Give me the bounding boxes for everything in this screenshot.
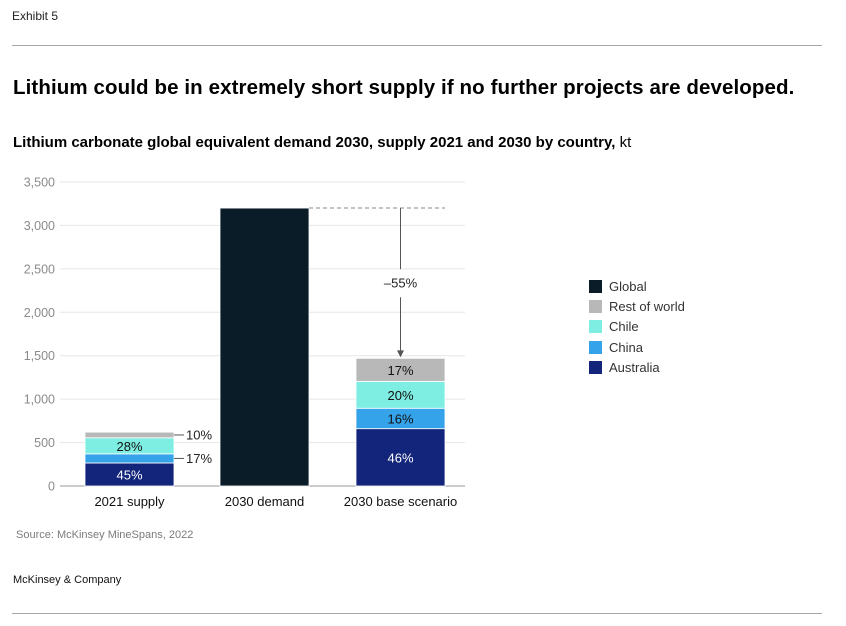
legend-item: Chile <box>589 317 685 337</box>
legend-swatch <box>589 279 602 293</box>
bottom-divider <box>12 613 822 614</box>
y-tick-label: 0 <box>48 480 55 494</box>
legend-swatch <box>589 320 602 334</box>
legend-swatch <box>589 299 602 313</box>
side-annotation: 10% <box>186 427 212 442</box>
legend-label: Rest of world <box>609 298 685 314</box>
subtitle-bold: Lithium carbonate global equivalent dema… <box>13 134 616 151</box>
legend-item: Global <box>589 276 685 296</box>
data-label: 28% <box>116 439 142 454</box>
legend-label: China <box>609 339 643 355</box>
legend-label: Australia <box>609 359 660 375</box>
data-label: 16% <box>387 411 413 426</box>
bar-rest-of-world <box>84 431 175 439</box>
legend: Global Rest of world Chile China Australia <box>589 276 685 377</box>
bar-rest-of-world <box>355 357 446 382</box>
legend-item: Australia <box>589 357 685 377</box>
legend-label: Chile <box>609 319 639 335</box>
legend-swatch <box>589 340 602 354</box>
y-tick-label: 1,500 <box>24 349 55 363</box>
legend-swatch <box>589 360 602 374</box>
y-tick-label: 3,000 <box>24 219 55 233</box>
x-category-label: 2030 base scenario <box>344 494 457 509</box>
subtitle-unit: kt <box>615 134 632 151</box>
exhibit-label: Exhibit 5 <box>12 9 59 23</box>
side-annotation: 17% <box>186 451 212 466</box>
legend-label: Global <box>609 278 647 294</box>
legend-item: Rest of world <box>589 296 685 316</box>
source-note: Source: McKinsey MineSpans, 2022 <box>16 529 194 541</box>
y-tick-label: 500 <box>34 436 55 450</box>
bar-china <box>84 453 175 464</box>
data-label: 17% <box>387 363 413 378</box>
y-tick-label: 2,000 <box>24 306 55 320</box>
headline: Lithium could be in extremely short supp… <box>13 76 795 99</box>
y-tick-label: 3,500 <box>24 176 55 190</box>
data-label: 20% <box>387 388 413 403</box>
x-category-label: 2021 supply <box>94 494 165 509</box>
x-category-label: 2030 demand <box>225 494 305 509</box>
data-label: 46% <box>387 450 413 465</box>
y-tick-label: 1,000 <box>24 393 55 407</box>
bar-australia <box>355 428 446 487</box>
y-tick-label: 2,500 <box>24 262 55 276</box>
top-divider <box>12 45 822 46</box>
brand-footer: McKinsey & Company <box>13 574 122 586</box>
chart-subtitle: Lithium carbonate global equivalent dema… <box>13 134 631 151</box>
legend-item: China <box>589 337 685 357</box>
data-label: 45% <box>116 467 142 482</box>
gap-arrowhead <box>397 350 404 358</box>
bar-global <box>219 207 310 487</box>
gap-annotation: –55% <box>384 276 418 291</box>
